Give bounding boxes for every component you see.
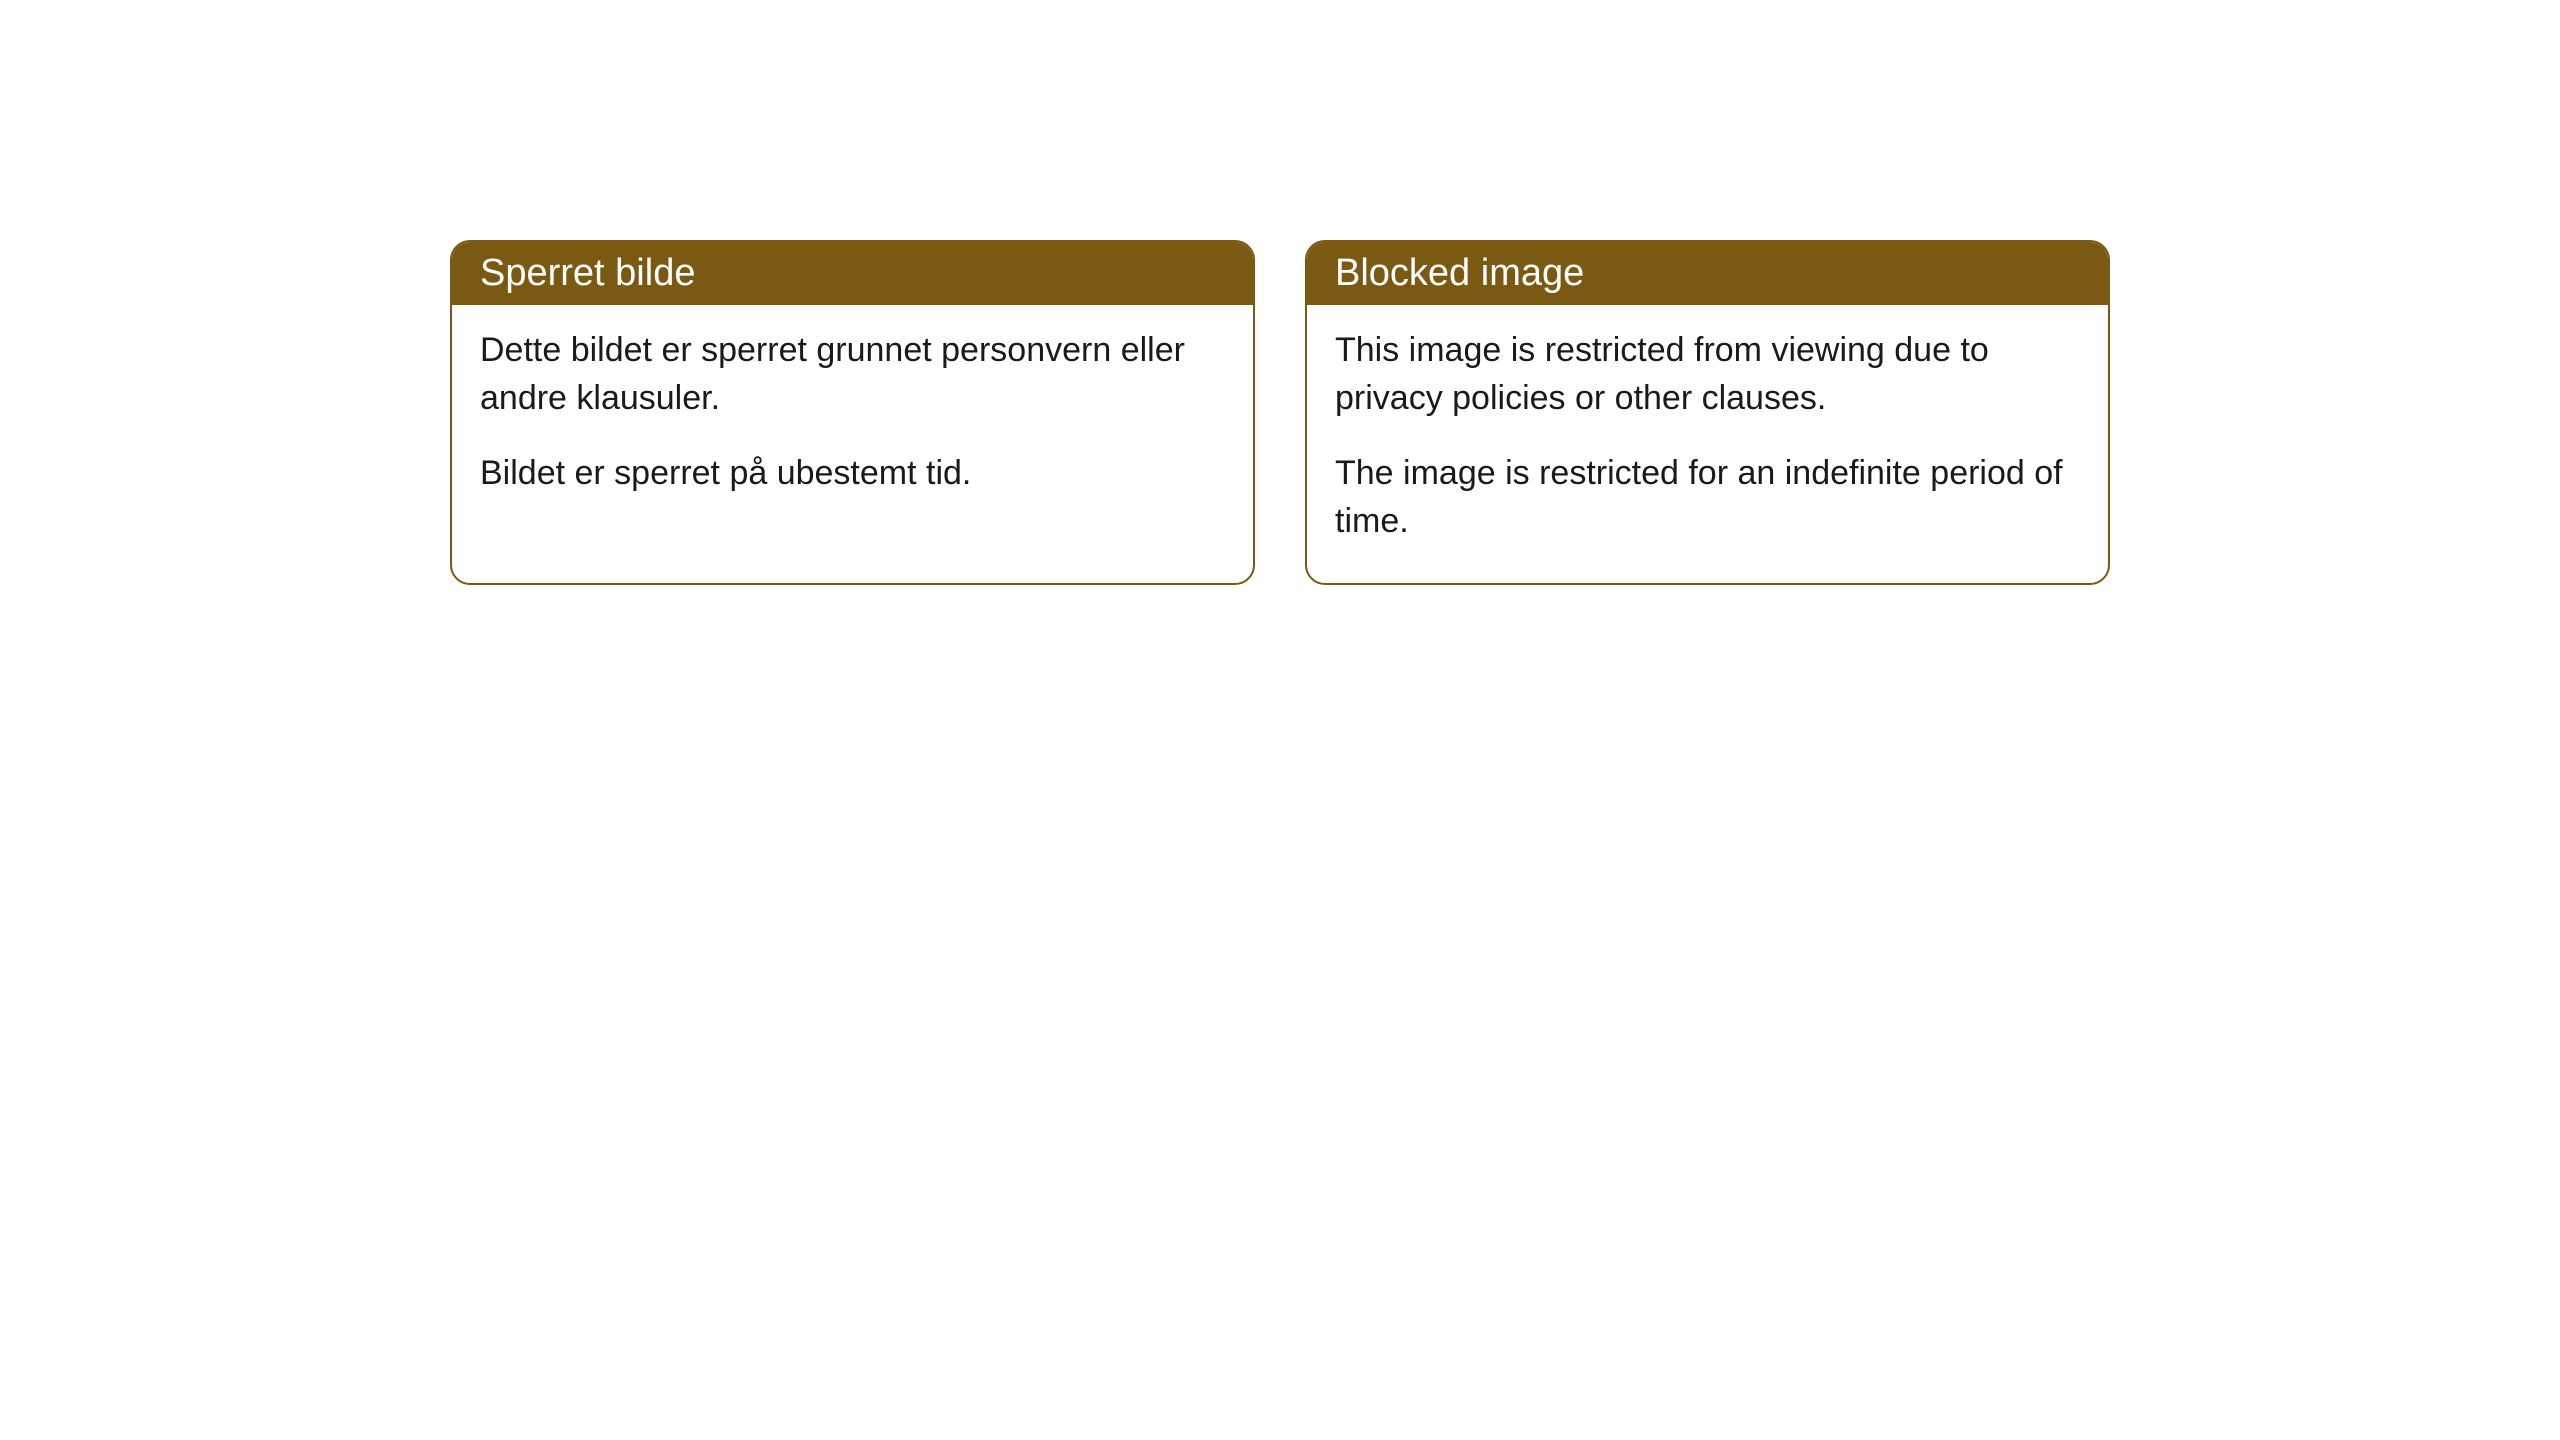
card-paragraph: Dette bildet er sperret grunnet personve…	[480, 327, 1225, 422]
card-header-english: Blocked image	[1307, 242, 2108, 305]
card-body-english: This image is restricted from viewing du…	[1307, 305, 2108, 583]
card-paragraph: This image is restricted from viewing du…	[1335, 327, 2080, 422]
card-body-norwegian: Dette bildet er sperret grunnet personve…	[452, 305, 1253, 536]
card-header-norwegian: Sperret bilde	[452, 242, 1253, 305]
card-english: Blocked image This image is restricted f…	[1305, 240, 2110, 585]
card-paragraph: Bildet er sperret på ubestemt tid.	[480, 450, 1225, 498]
card-norwegian: Sperret bilde Dette bildet er sperret gr…	[450, 240, 1255, 585]
card-paragraph: The image is restricted for an indefinit…	[1335, 450, 2080, 545]
cards-container: Sperret bilde Dette bildet er sperret gr…	[450, 240, 2110, 585]
